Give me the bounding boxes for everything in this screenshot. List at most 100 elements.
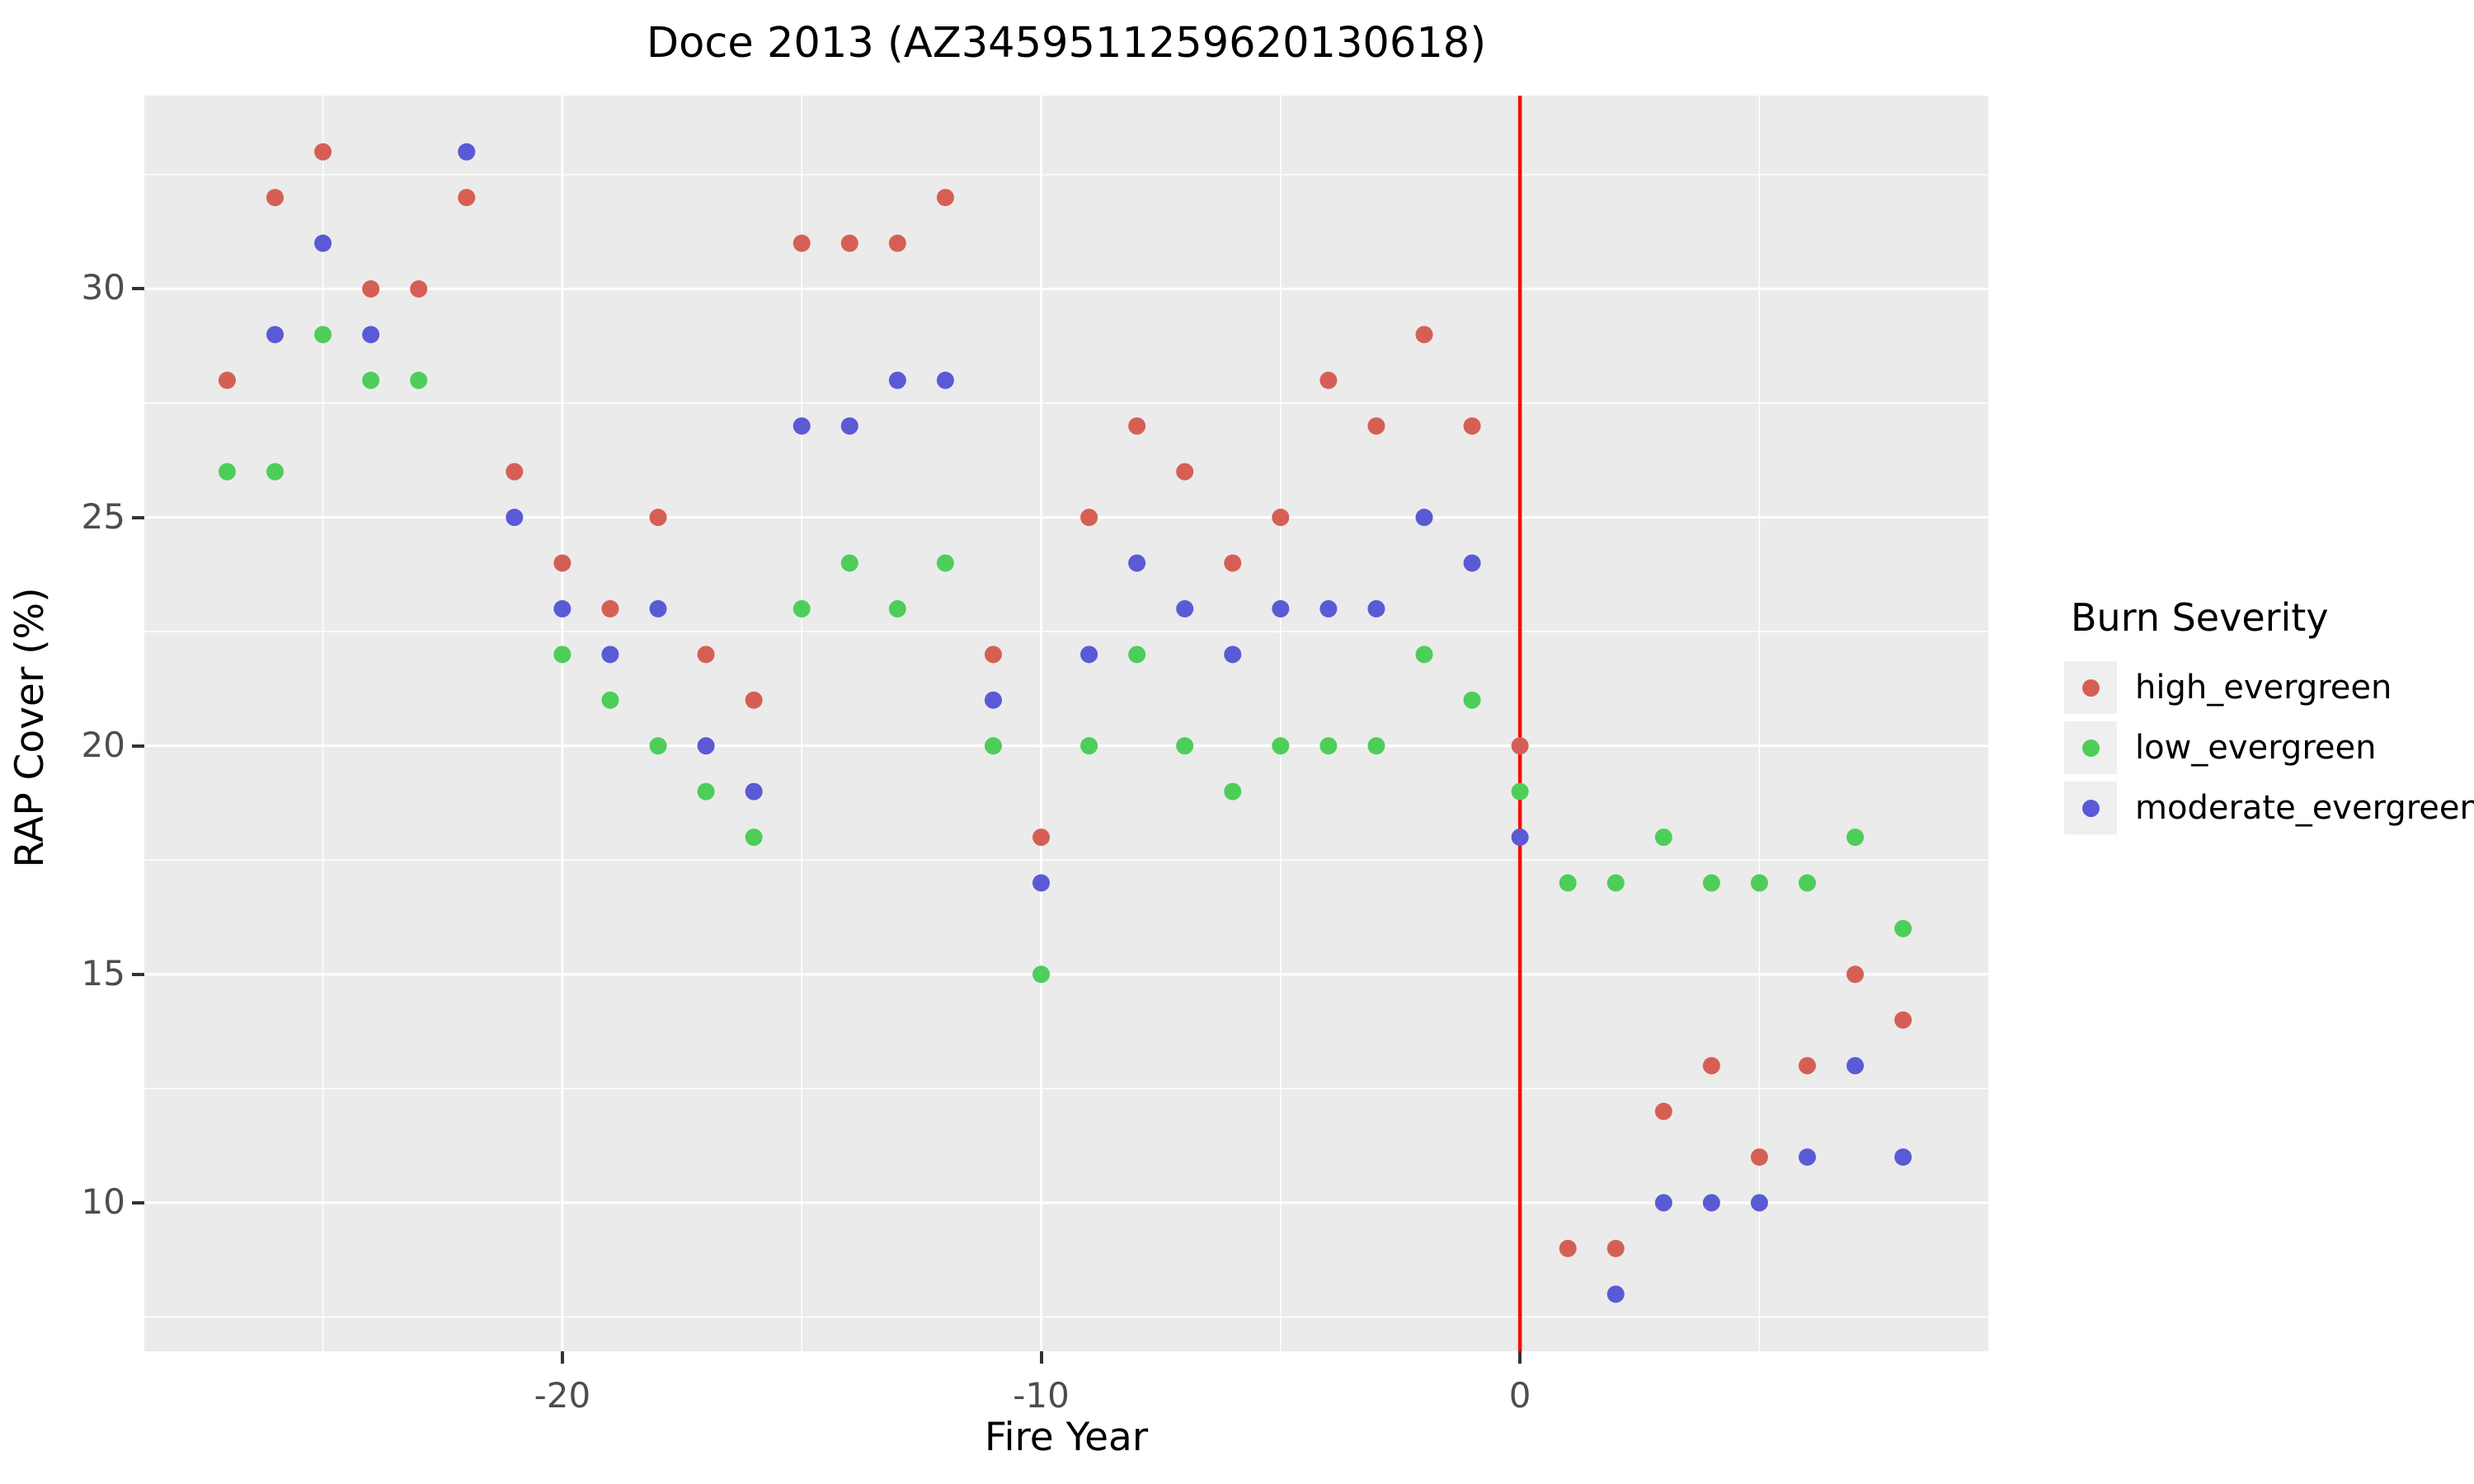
point-low_evergreen xyxy=(1176,737,1194,755)
x-tick-mark xyxy=(560,1351,564,1364)
point-low_evergreen xyxy=(1032,965,1051,984)
point-low_evergreen xyxy=(984,737,1002,755)
point-moderate_evergreen xyxy=(553,599,571,618)
point-moderate_evergreen xyxy=(1319,599,1338,618)
point-moderate_evergreen xyxy=(936,371,954,389)
point-low_evergreen xyxy=(888,599,906,618)
high-evergreen-swatch-icon xyxy=(2081,679,2100,697)
point-low_evergreen xyxy=(1224,782,1242,801)
point-low_evergreen xyxy=(601,691,619,709)
low-evergreen-swatch-icon xyxy=(2081,739,2100,757)
plot-panel xyxy=(144,96,1988,1351)
x-tick-label: -20 xyxy=(534,1375,591,1416)
point-moderate_evergreen xyxy=(1032,874,1051,892)
point-high_evergreen xyxy=(745,691,763,709)
legend-label: low_evergreen xyxy=(2135,729,2377,767)
point-moderate_evergreen xyxy=(1846,1057,1865,1075)
point-moderate_evergreen xyxy=(888,371,906,389)
point-high_evergreen xyxy=(1128,417,1146,435)
x-tick-label: 0 xyxy=(1508,1375,1531,1416)
legend-entry-high: high_evergreen xyxy=(2064,661,2474,714)
point-low_evergreen xyxy=(553,646,571,664)
legend-label: high_evergreen xyxy=(2135,669,2392,707)
point-moderate_evergreen xyxy=(314,234,332,252)
point-low_evergreen xyxy=(1272,737,1290,755)
legend-entry-low: low_evergreen xyxy=(2064,721,2474,774)
point-high_evergreen xyxy=(1463,417,1481,435)
moderate-evergreen-swatch-icon xyxy=(2081,799,2100,817)
point-high_evergreen xyxy=(1750,1148,1768,1166)
point-low_evergreen xyxy=(1128,646,1146,664)
y-tick-mark xyxy=(132,1200,144,1205)
point-moderate_evergreen xyxy=(1606,1285,1625,1303)
point-moderate_evergreen xyxy=(745,782,763,801)
point-moderate_evergreen xyxy=(697,737,715,755)
point-moderate_evergreen xyxy=(1224,646,1242,664)
x-tick-mark xyxy=(1039,1351,1043,1364)
y-tick-label: 20 xyxy=(81,724,125,765)
point-high_evergreen xyxy=(1415,326,1433,344)
point-low_evergreen xyxy=(1799,874,1817,892)
point-high_evergreen xyxy=(649,509,667,527)
point-high_evergreen xyxy=(1559,1239,1577,1257)
point-low_evergreen xyxy=(697,782,715,801)
y-tick-mark xyxy=(132,972,144,976)
point-low_evergreen xyxy=(362,371,380,389)
point-moderate_evergreen xyxy=(1654,1194,1672,1212)
legend-entry-moderate: moderate_evergreen xyxy=(2064,782,2474,834)
x-tick-mark xyxy=(1518,1351,1522,1364)
point-low_evergreen xyxy=(1846,829,1865,847)
point-high_evergreen xyxy=(458,189,476,207)
point-low_evergreen xyxy=(1654,829,1672,847)
point-high_evergreen xyxy=(601,599,619,618)
y-tick-label: 30 xyxy=(81,267,125,308)
point-moderate_evergreen xyxy=(649,599,667,618)
point-high_evergreen xyxy=(506,463,524,481)
legend-key xyxy=(2064,782,2117,834)
scatter-plot xyxy=(144,96,1988,1351)
point-moderate_evergreen xyxy=(266,326,285,344)
point-high_evergreen xyxy=(840,234,858,252)
legend-title: Burn Severity xyxy=(2071,595,2329,640)
point-moderate_evergreen xyxy=(1128,554,1146,572)
point-low_evergreen xyxy=(1367,737,1385,755)
point-low_evergreen xyxy=(1080,737,1098,755)
point-moderate_evergreen xyxy=(362,326,380,344)
point-low_evergreen xyxy=(1894,919,1912,937)
point-low_evergreen xyxy=(1463,691,1481,709)
y-tick-mark xyxy=(132,515,144,519)
point-low_evergreen xyxy=(1702,874,1720,892)
point-low_evergreen xyxy=(1606,874,1625,892)
point-low_evergreen xyxy=(936,554,954,572)
legend-key xyxy=(2064,661,2117,714)
point-low_evergreen xyxy=(840,554,858,572)
point-high_evergreen xyxy=(1606,1239,1625,1257)
y-tick-mark xyxy=(132,744,144,748)
point-moderate_evergreen xyxy=(1176,599,1194,618)
point-high_evergreen xyxy=(984,646,1002,664)
point-moderate_evergreen xyxy=(984,691,1002,709)
point-low_evergreen xyxy=(218,463,236,481)
point-high_evergreen xyxy=(1319,371,1338,389)
point-moderate_evergreen xyxy=(1799,1148,1817,1166)
chart-title: Doce 2013 (AZ3459511259620130618) xyxy=(646,19,1487,68)
point-moderate_evergreen xyxy=(1894,1148,1912,1166)
point-high_evergreen xyxy=(218,371,236,389)
point-low_evergreen xyxy=(1559,874,1577,892)
point-high_evergreen xyxy=(1799,1057,1817,1075)
y-axis-title: RAP Cover (%) xyxy=(7,587,53,868)
legend: Burn Severity high_evergreen low_evergre… xyxy=(2064,595,2474,842)
point-low_evergreen xyxy=(266,463,285,481)
point-low_evergreen xyxy=(1415,646,1433,664)
point-high_evergreen xyxy=(266,189,285,207)
point-moderate_evergreen xyxy=(793,417,811,435)
point-high_evergreen xyxy=(1272,509,1290,527)
point-high_evergreen xyxy=(1894,1011,1912,1029)
point-high_evergreen xyxy=(314,143,332,161)
point-moderate_evergreen xyxy=(1272,599,1290,618)
point-low_evergreen xyxy=(1319,737,1338,755)
point-low_evergreen xyxy=(410,371,428,389)
point-low_evergreen xyxy=(745,829,763,847)
point-moderate_evergreen xyxy=(1750,1194,1768,1212)
